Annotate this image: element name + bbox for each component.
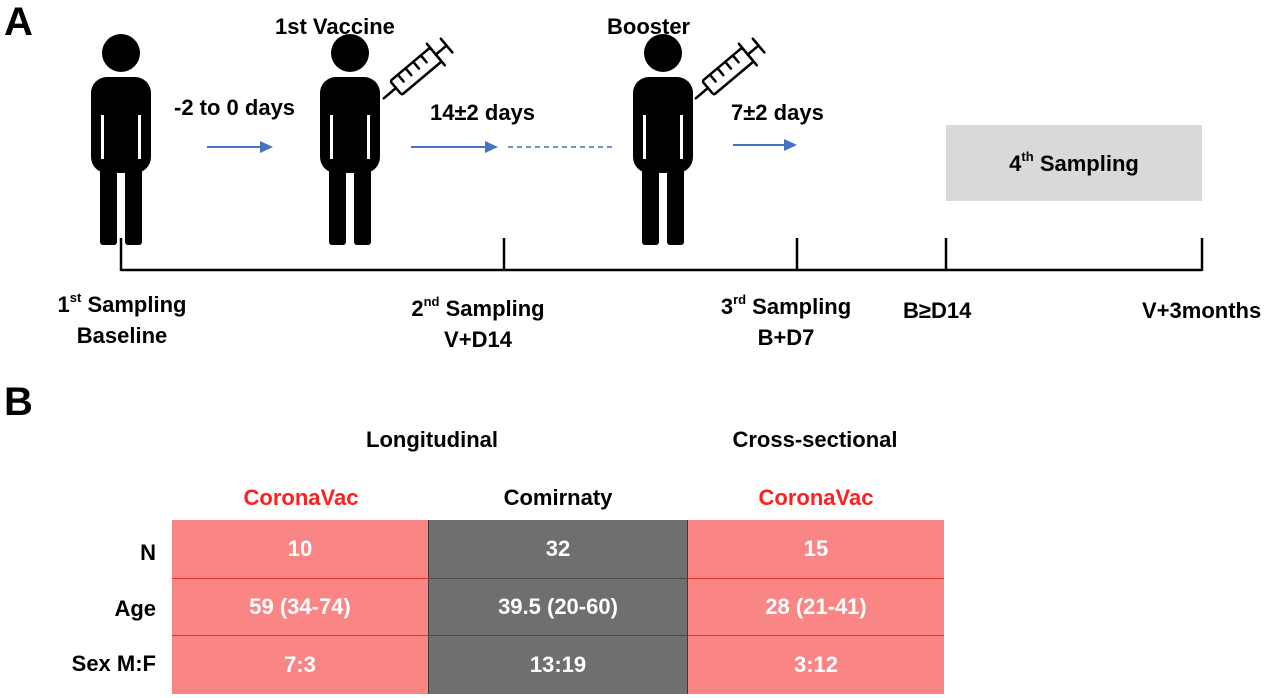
column-header-comirnaty: Comirnaty <box>503 485 613 510</box>
person-icon-booster <box>633 34 693 245</box>
fourth-sampling-box: 4th Sampling <box>946 125 1202 201</box>
timepoint-2-label: 2nd Sampling V+D14 <box>411 293 545 352</box>
timepoint-5-label: V+3months <box>1142 298 1262 323</box>
person-icon-vaccine <box>320 34 380 245</box>
interval-label-2: 14±2 days <box>430 100 536 125</box>
arrow-2 <box>411 141 498 153</box>
interval-label-3: 7±2 days <box>731 100 824 125</box>
vaccine-label: 1st Vaccine <box>275 14 395 39</box>
table-cell: 3:12 <box>687 635 944 694</box>
fourth-sampling-label: 4th Sampling <box>1009 148 1139 176</box>
table-cell: 13:19 <box>428 635 688 694</box>
row-label-age: Age <box>114 596 156 621</box>
panel-b-letter: B <box>4 380 33 424</box>
row-label-n: N <box>140 540 156 565</box>
timeline-axis <box>119 238 1204 272</box>
arrow-1 <box>207 141 273 153</box>
demographics-table: 10 32 15 59 (34-74) 39.5 (20-60) 28 (21-… <box>172 520 944 694</box>
timepoint-1-label: 1st Sampling Baseline <box>57 289 187 348</box>
table-cell: 15 <box>687 520 944 579</box>
table-row: 7:3 13:19 3:12 <box>172 635 944 694</box>
panel-a-letter: A <box>4 0 33 44</box>
table-cell: 59 (34-74) <box>172 578 429 636</box>
column-header-coronavac-1: CoronaVac <box>243 485 359 510</box>
syringe-icon-booster <box>685 33 769 111</box>
group-cross-sectional: Cross-sectional <box>732 427 898 452</box>
table-row: 59 (34-74) 39.5 (20-60) 28 (21-41) <box>172 578 944 636</box>
group-longitudinal: Longitudinal <box>366 427 498 452</box>
row-label-sex: Sex M:F <box>71 651 156 676</box>
timeline-figure <box>91 33 1204 272</box>
table-cell: 10 <box>172 520 429 579</box>
timepoint-4-label: B≥D14 <box>903 298 972 323</box>
arrow-3 <box>733 139 797 151</box>
table-cell: 28 (21-41) <box>687 578 944 636</box>
interval-label-1: -2 to 0 days <box>174 95 296 120</box>
table-cell: 7:3 <box>172 635 429 694</box>
table-cell: 32 <box>428 520 688 579</box>
timepoint-3-label: 3rd Sampling B+D7 <box>720 291 852 350</box>
table-cell: 39.5 (20-60) <box>428 578 688 636</box>
table-row: 10 32 15 <box>172 520 944 579</box>
person-icon-baseline <box>91 34 151 245</box>
booster-label: Booster <box>607 14 691 39</box>
syringe-icon-vaccine <box>373 33 457 111</box>
column-header-coronavac-2: CoronaVac <box>758 485 874 510</box>
